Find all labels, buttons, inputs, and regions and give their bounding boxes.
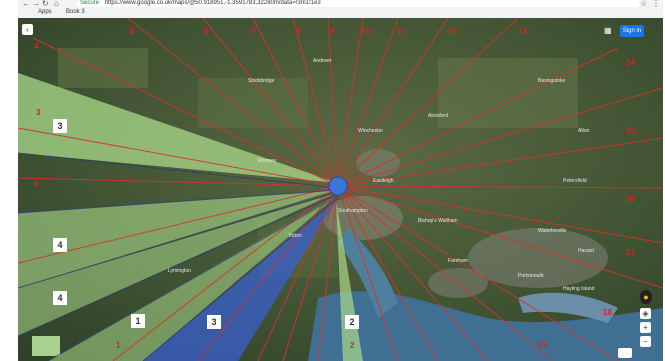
forward-arrow-icon[interactable]: → — [32, 0, 40, 8]
urban-area — [468, 228, 608, 288]
town-label: Basingstoke — [538, 78, 566, 84]
town-label: Andover — [313, 58, 332, 64]
ray-number: 9 — [330, 27, 335, 36]
town-label: Southampton — [338, 208, 368, 214]
sign-in-button[interactable]: Sign in — [620, 25, 644, 37]
ray-number: 17 — [626, 248, 635, 257]
sea-area — [308, 291, 663, 361]
zoom-in-button[interactable]: + — [640, 322, 651, 333]
star-icon[interactable]: ☆ — [640, 0, 648, 8]
chevron-left-icon[interactable]: ‹ — [22, 24, 33, 35]
zone-mini-green — [32, 336, 60, 356]
ray-number: 15 — [626, 126, 635, 135]
ray-number: 2 — [350, 341, 355, 350]
ray-lines — [18, 18, 663, 361]
town-label: Portsmouth — [518, 273, 544, 279]
ray-number: 6 — [204, 27, 209, 36]
zone-label-4a: 4 — [53, 238, 67, 252]
ray-number: 5 — [130, 27, 135, 36]
town-label: Alresford — [428, 113, 449, 119]
ray-number: 3 — [36, 108, 41, 117]
field-patch — [438, 58, 578, 128]
town-label: Lymington — [168, 268, 191, 274]
page-margin — [0, 0, 18, 361]
ray-number: 18 — [603, 308, 612, 317]
zone-label-1: 1 — [131, 314, 145, 328]
layers-thumbnail-icon[interactable] — [618, 348, 632, 358]
ray-number: 11 — [396, 27, 405, 36]
zone-label-2: 2 — [345, 315, 359, 329]
town-label: Bishop's Waltham — [418, 218, 458, 224]
reload-icon[interactable]: ↻ — [42, 0, 49, 8]
compass-icon[interactable]: ◈ — [640, 308, 651, 319]
ray-number: 4 — [34, 180, 39, 189]
zone-label-4b: 4 — [53, 291, 67, 305]
town-label: Stockbridge — [248, 78, 275, 84]
town-label: Hayling Island — [563, 286, 595, 292]
map-overlay — [18, 18, 663, 361]
address-bar[interactable]: Secure https://www.google.co.uk/maps/@50… — [76, 0, 640, 7]
harbour — [518, 292, 618, 323]
ray-number: 16 — [626, 195, 635, 204]
ray-number: 13 — [518, 27, 527, 36]
zone-boundaries — [18, 152, 339, 361]
zone-4-upper — [18, 190, 336, 288]
ray-number: 12 — [448, 27, 457, 36]
town-label: Winchester — [358, 128, 384, 134]
zone-label-3: 3 — [53, 119, 67, 133]
ray-number: 19 — [538, 341, 547, 350]
urban-area — [428, 268, 488, 298]
town-label: Waterlooville — [538, 228, 567, 234]
bookmark-apps[interactable]: Apps — [38, 9, 52, 15]
back-arrow-icon[interactable]: ← — [22, 0, 30, 8]
field-patch — [198, 78, 308, 128]
zone-label-3b: 3 — [207, 315, 221, 329]
grid-apps-icon[interactable]: ▦ — [604, 26, 612, 35]
field-patch — [58, 48, 148, 88]
ray-number: 14 — [626, 58, 635, 67]
ray-number: 8 — [296, 27, 301, 36]
urban-area — [356, 149, 400, 177]
bookmark-book3[interactable]: Book 3 — [66, 9, 85, 15]
map-canvas[interactable]: 3 4 4 1 3 2 4 5 6 7 8 9 10 11 12 13 14 1… — [18, 18, 663, 361]
ray-number: 4 — [34, 42, 39, 51]
zone-3-green — [18, 73, 338, 183]
town-label: Alton — [578, 128, 590, 134]
town-label: Havant — [578, 248, 594, 254]
town-label: Fareham — [448, 258, 469, 264]
home-icon[interactable]: ⌂ — [54, 0, 59, 8]
url-text: https://www.google.co.uk/maps/@50.918951… — [104, 0, 321, 6]
ray-number: 1 — [116, 341, 121, 350]
urban-area — [323, 196, 403, 240]
pegman-icon[interactable]: ● — [640, 290, 652, 304]
town-label: Eastleigh — [373, 178, 394, 184]
secure-label: Secure — [80, 0, 100, 6]
center-marker — [328, 176, 348, 196]
town-label: Totton — [288, 233, 302, 239]
zoom-out-button[interactable]: − — [640, 336, 651, 347]
ray-number: 10 — [361, 27, 370, 36]
town-label: Romsey — [258, 158, 277, 164]
town-label: Petersfield — [563, 178, 587, 184]
ray-number: 7 — [251, 27, 256, 36]
menu-icon[interactable]: ⋮ — [652, 0, 660, 8]
